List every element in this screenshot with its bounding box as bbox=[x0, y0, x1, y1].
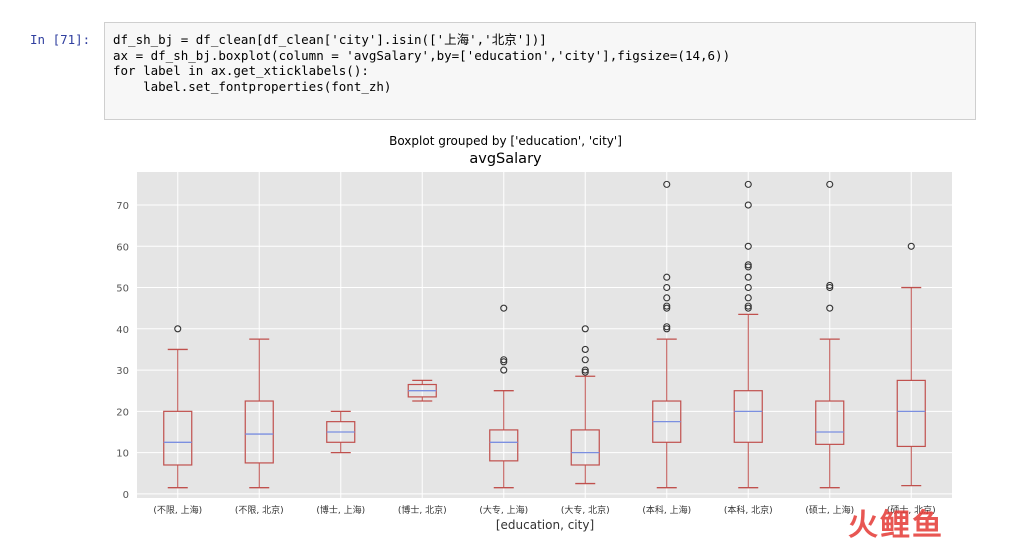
x-tick-label: (本科, 北京) bbox=[724, 504, 773, 516]
x-tick-label: (硕士, 北京) bbox=[887, 504, 936, 516]
outlier-point bbox=[500, 304, 508, 312]
outlier-point bbox=[744, 273, 752, 281]
outlier-point bbox=[581, 356, 589, 364]
box-iqr bbox=[896, 379, 926, 448]
x-tick-label: (本科, 上海) bbox=[642, 504, 691, 516]
code-line-5: label.set_fontproperties(font_zh) bbox=[113, 78, 392, 94]
box-iqr bbox=[163, 410, 193, 466]
outlier-point bbox=[581, 366, 589, 374]
outlier-point bbox=[826, 304, 834, 312]
outlier-point bbox=[826, 283, 834, 292]
outlier-point bbox=[581, 345, 589, 353]
outlier-point bbox=[826, 180, 834, 188]
x-tick-label: (大专, 上海) bbox=[479, 504, 528, 516]
x-tick-label: (硕士, 上海) bbox=[805, 504, 854, 516]
outlier-point bbox=[663, 304, 671, 312]
cell-prompt: In [71]: bbox=[30, 32, 91, 47]
outlier-point bbox=[744, 302, 752, 310]
outlier-point bbox=[744, 242, 752, 250]
outlier-point bbox=[744, 283, 752, 292]
box-iqr bbox=[815, 400, 845, 445]
y-tick-label: 70 bbox=[116, 201, 129, 212]
outlier-point bbox=[500, 366, 508, 374]
y-tick-label: 20 bbox=[116, 407, 129, 418]
code-line-3: ax = df_sh_bj.boxplot(column = 'avgSalar… bbox=[113, 47, 731, 63]
outlier-point bbox=[744, 304, 752, 312]
y-tick-label: 0 bbox=[123, 490, 129, 501]
box-iqr bbox=[489, 429, 519, 462]
outlier-point bbox=[500, 358, 508, 366]
outlier-point bbox=[663, 294, 671, 302]
outlier-point bbox=[663, 323, 671, 331]
outlier-point bbox=[826, 281, 834, 290]
outlier-point bbox=[663, 273, 671, 281]
x-tick-label: (博士, 上海) bbox=[316, 504, 365, 516]
outlier-point bbox=[907, 242, 915, 250]
box-iqr bbox=[244, 400, 274, 464]
code-cell[interactable]: df_sh_bj = df_clean[df_clean['city'].isi… bbox=[104, 22, 976, 120]
code-line-1: df_sh_bj = df_clean[df_clean['city'].isi… bbox=[113, 32, 547, 47]
x-tick-label: (大专, 北京) bbox=[561, 504, 610, 516]
outlier-point bbox=[663, 283, 671, 292]
y-tick-label: 60 bbox=[116, 242, 129, 253]
outlier-point bbox=[500, 356, 508, 364]
outlier-point bbox=[744, 294, 752, 302]
y-tick-label: 30 bbox=[116, 366, 129, 377]
outlier-point bbox=[581, 368, 589, 376]
svg-text:火鲤鱼: 火鲤鱼 bbox=[848, 508, 944, 543]
outlier-point bbox=[663, 180, 671, 188]
watermark-logo: 火鲤鱼 bbox=[840, 503, 1010, 543]
y-tick-label: 50 bbox=[116, 284, 129, 295]
outlier-point bbox=[744, 263, 752, 271]
outlier-point bbox=[581, 325, 589, 333]
code-line-4: for label in ax.get_xticklabels(): bbox=[113, 63, 369, 78]
outlier-point bbox=[744, 180, 752, 188]
outlier-point bbox=[663, 302, 671, 310]
box-iqr bbox=[570, 429, 600, 466]
x-tick-label: (不限, 北京) bbox=[235, 504, 284, 516]
outlier-point bbox=[744, 201, 752, 209]
axes-title: avgSalary bbox=[469, 151, 542, 167]
y-tick-label: 10 bbox=[116, 449, 129, 460]
x-tick-label: (博士, 北京) bbox=[398, 504, 447, 516]
outlier-point bbox=[744, 261, 752, 269]
outlier-point bbox=[174, 325, 182, 333]
outlier-point bbox=[663, 325, 671, 333]
box-iqr bbox=[733, 390, 763, 443]
x-tick-label: (不限, 上海) bbox=[153, 504, 202, 516]
figure-suptitle: Boxplot grouped by ['education', 'city'] bbox=[389, 134, 622, 148]
y-tick-label: 40 bbox=[116, 325, 129, 336]
x-axis-label: [education, city] bbox=[495, 518, 595, 532]
